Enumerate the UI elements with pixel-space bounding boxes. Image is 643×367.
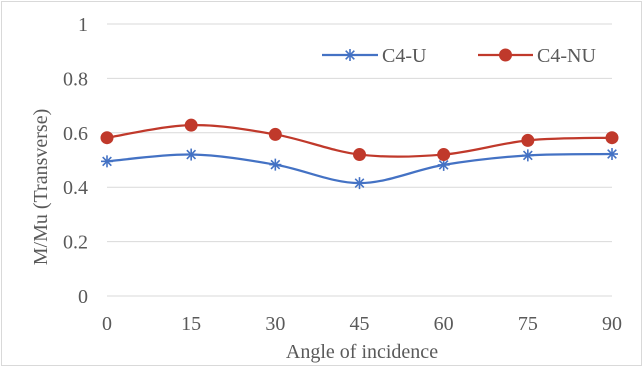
legend-marker-c4-nu — [499, 48, 512, 62]
data-point-c4-u — [521, 149, 534, 162]
y-tick-label: 0 — [78, 286, 88, 308]
x-tick-label: 75 — [518, 313, 538, 335]
y-tick-label: 1 — [78, 14, 88, 36]
y-tick-label: 0.4 — [63, 177, 88, 199]
data-point-c4-nu — [521, 133, 535, 147]
y-tick-label: 0.6 — [63, 123, 88, 145]
legend-label-c4-nu: C4-NU — [537, 45, 596, 67]
data-point-c4-nu — [605, 131, 619, 145]
grid-lines — [107, 23, 612, 297]
y-axis-label: M/Mu (Transverse) — [30, 109, 52, 265]
x-tick-label: 60 — [434, 313, 454, 335]
x-tick-label: 15 — [181, 313, 201, 335]
y-tick-label: 0.2 — [63, 232, 88, 254]
legend: C4-U C4-NU — [322, 45, 596, 67]
x-axis-label: Angle of incidence — [286, 341, 438, 363]
x-tick-labels: 0 15 30 45 60 75 90 — [102, 313, 622, 335]
legend-label-c4-u: C4-U — [382, 45, 427, 67]
x-tick-label: 90 — [602, 313, 622, 335]
y-tick-label: 0.8 — [63, 68, 88, 90]
data-point-c4-u — [606, 148, 618, 161]
data-point-c4-u — [353, 177, 366, 190]
data-point-c4-u — [101, 155, 113, 168]
series-group — [100, 118, 619, 190]
x-tick-label: 45 — [350, 313, 370, 335]
data-point-c4-u — [269, 158, 282, 171]
y-tick-labels: 0 0.2 0.4 0.6 0.8 1 — [63, 14, 88, 308]
data-point-c4-nu — [100, 131, 114, 145]
data-point-c4-nu — [184, 118, 198, 132]
x-tick-label: 30 — [265, 313, 285, 335]
data-point-c4-u — [185, 148, 198, 161]
legend-marker-c4-u — [344, 49, 356, 61]
data-point-c4-nu — [437, 148, 451, 162]
data-point-c4-nu — [268, 127, 282, 141]
x-tick-label: 0 — [102, 313, 112, 335]
data-point-c4-nu — [353, 148, 366, 162]
